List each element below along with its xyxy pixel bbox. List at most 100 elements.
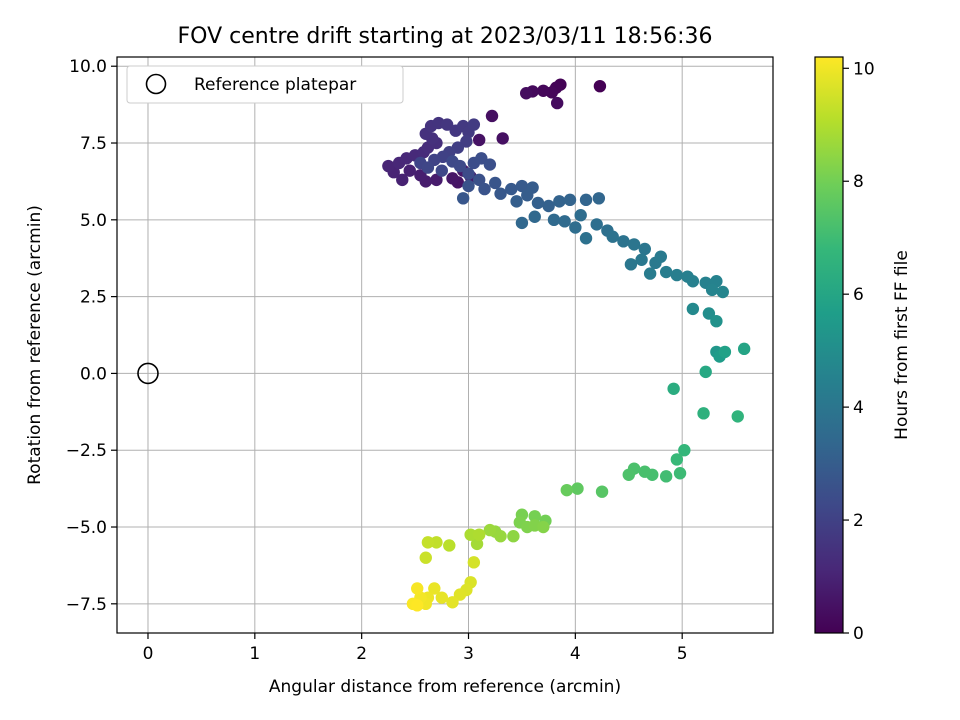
data-point: [716, 285, 729, 299]
colorbar-tick-label: 0: [853, 624, 864, 644]
data-point: [467, 556, 481, 569]
data-point: [464, 528, 477, 541]
data-point: [579, 232, 593, 245]
colorbar-label: Hours from first FF file: [892, 250, 912, 440]
plot-frame: [116, 56, 774, 634]
data-point: [453, 159, 467, 173]
data-point: [440, 118, 454, 131]
data-point: [574, 209, 587, 222]
data-point: [638, 242, 651, 256]
data-point: [667, 382, 680, 395]
data-point: [443, 539, 456, 552]
data-point: [528, 210, 541, 223]
data-point: [571, 482, 584, 495]
data-point: [617, 235, 630, 248]
data-point: [531, 196, 545, 210]
legend-label: Reference platepar: [194, 75, 356, 95]
y-tick-label: 2.5: [80, 288, 107, 308]
data-point: [558, 215, 571, 228]
data-point: [428, 582, 441, 595]
legend: Reference platepar: [126, 65, 404, 104]
x-tick-label: 0: [143, 644, 154, 664]
data-point: [507, 530, 520, 543]
data-point: [702, 307, 716, 320]
data-point: [483, 158, 497, 171]
data-point: [519, 87, 533, 100]
data-point: [462, 167, 475, 180]
data-point: [635, 253, 648, 266]
grid-lines: [117, 57, 773, 633]
data-point: [697, 407, 710, 420]
data-point: [430, 536, 443, 549]
data-point: [560, 483, 573, 497]
data-point: [537, 520, 550, 534]
data-point: [659, 265, 673, 279]
x-tick-label: 2: [356, 644, 367, 664]
data-point: [472, 133, 486, 147]
y-tick-label: −5.0: [66, 518, 107, 538]
data-point: [593, 79, 607, 93]
data-point: [606, 230, 619, 243]
data-point: [563, 193, 577, 207]
data-point: [659, 470, 673, 483]
data-point: [475, 152, 488, 165]
data-point: [579, 193, 593, 207]
data-point: [705, 283, 719, 297]
x-tick-label: 3: [463, 644, 474, 664]
y-tick-label: 0.0: [80, 364, 107, 384]
data-point: [686, 275, 700, 288]
data-point: [446, 596, 459, 609]
data-point: [421, 536, 435, 549]
y-axis-label: Rotation from reference (arcmin): [25, 205, 45, 485]
data-point: [467, 118, 481, 131]
data-point: [505, 182, 518, 196]
data-point: [528, 510, 541, 523]
data-point: [483, 523, 497, 537]
data-point: [414, 169, 427, 182]
y-tick-label: 10.0: [69, 57, 107, 77]
reference-platepar-marker: [137, 362, 159, 385]
x-tick-label: 1: [249, 644, 260, 664]
x-tick-label: 4: [570, 644, 581, 664]
data-point: [453, 588, 467, 601]
data-point: [673, 467, 687, 480]
data-point: [521, 189, 534, 202]
data-point: [411, 599, 424, 612]
data-point: [435, 164, 448, 177]
data-point: [510, 195, 523, 208]
data-points: [382, 78, 751, 612]
data-point: [494, 187, 507, 200]
data-point: [547, 213, 561, 227]
data-point: [550, 96, 564, 110]
y-axis-ticks: −7.5 −5.0 −2.5 0.0 2.5 5.0 7.5 10.0: [66, 57, 117, 615]
data-point: [686, 302, 700, 316]
chart-title: FOV centre drift starting at 2023/03/11 …: [178, 24, 713, 49]
y-tick-label: −2.5: [66, 441, 107, 461]
data-point: [430, 173, 443, 187]
data-point: [622, 468, 635, 481]
data-point: [670, 268, 684, 282]
y-tick-label: 5.0: [80, 211, 107, 231]
data-point: [489, 176, 502, 190]
data-point: [643, 267, 657, 280]
colorbar-gradient: [814, 56, 844, 634]
data-point: [419, 551, 432, 564]
data-point: [472, 528, 486, 541]
data-point: [592, 192, 606, 205]
data-point: [569, 221, 582, 234]
data-point: [494, 530, 507, 543]
data-point: [485, 109, 499, 123]
data-point: [472, 173, 486, 187]
data-point: [542, 199, 555, 213]
data-point: [737, 342, 751, 356]
data-point: [699, 365, 712, 379]
data-point: [590, 218, 603, 231]
data-point: [478, 182, 491, 196]
data-point: [731, 410, 744, 423]
data-point: [670, 453, 684, 466]
data-point: [396, 173, 409, 187]
data-point: [627, 238, 641, 251]
data-point: [462, 179, 475, 193]
y-tick-label: 7.5: [80, 134, 107, 154]
